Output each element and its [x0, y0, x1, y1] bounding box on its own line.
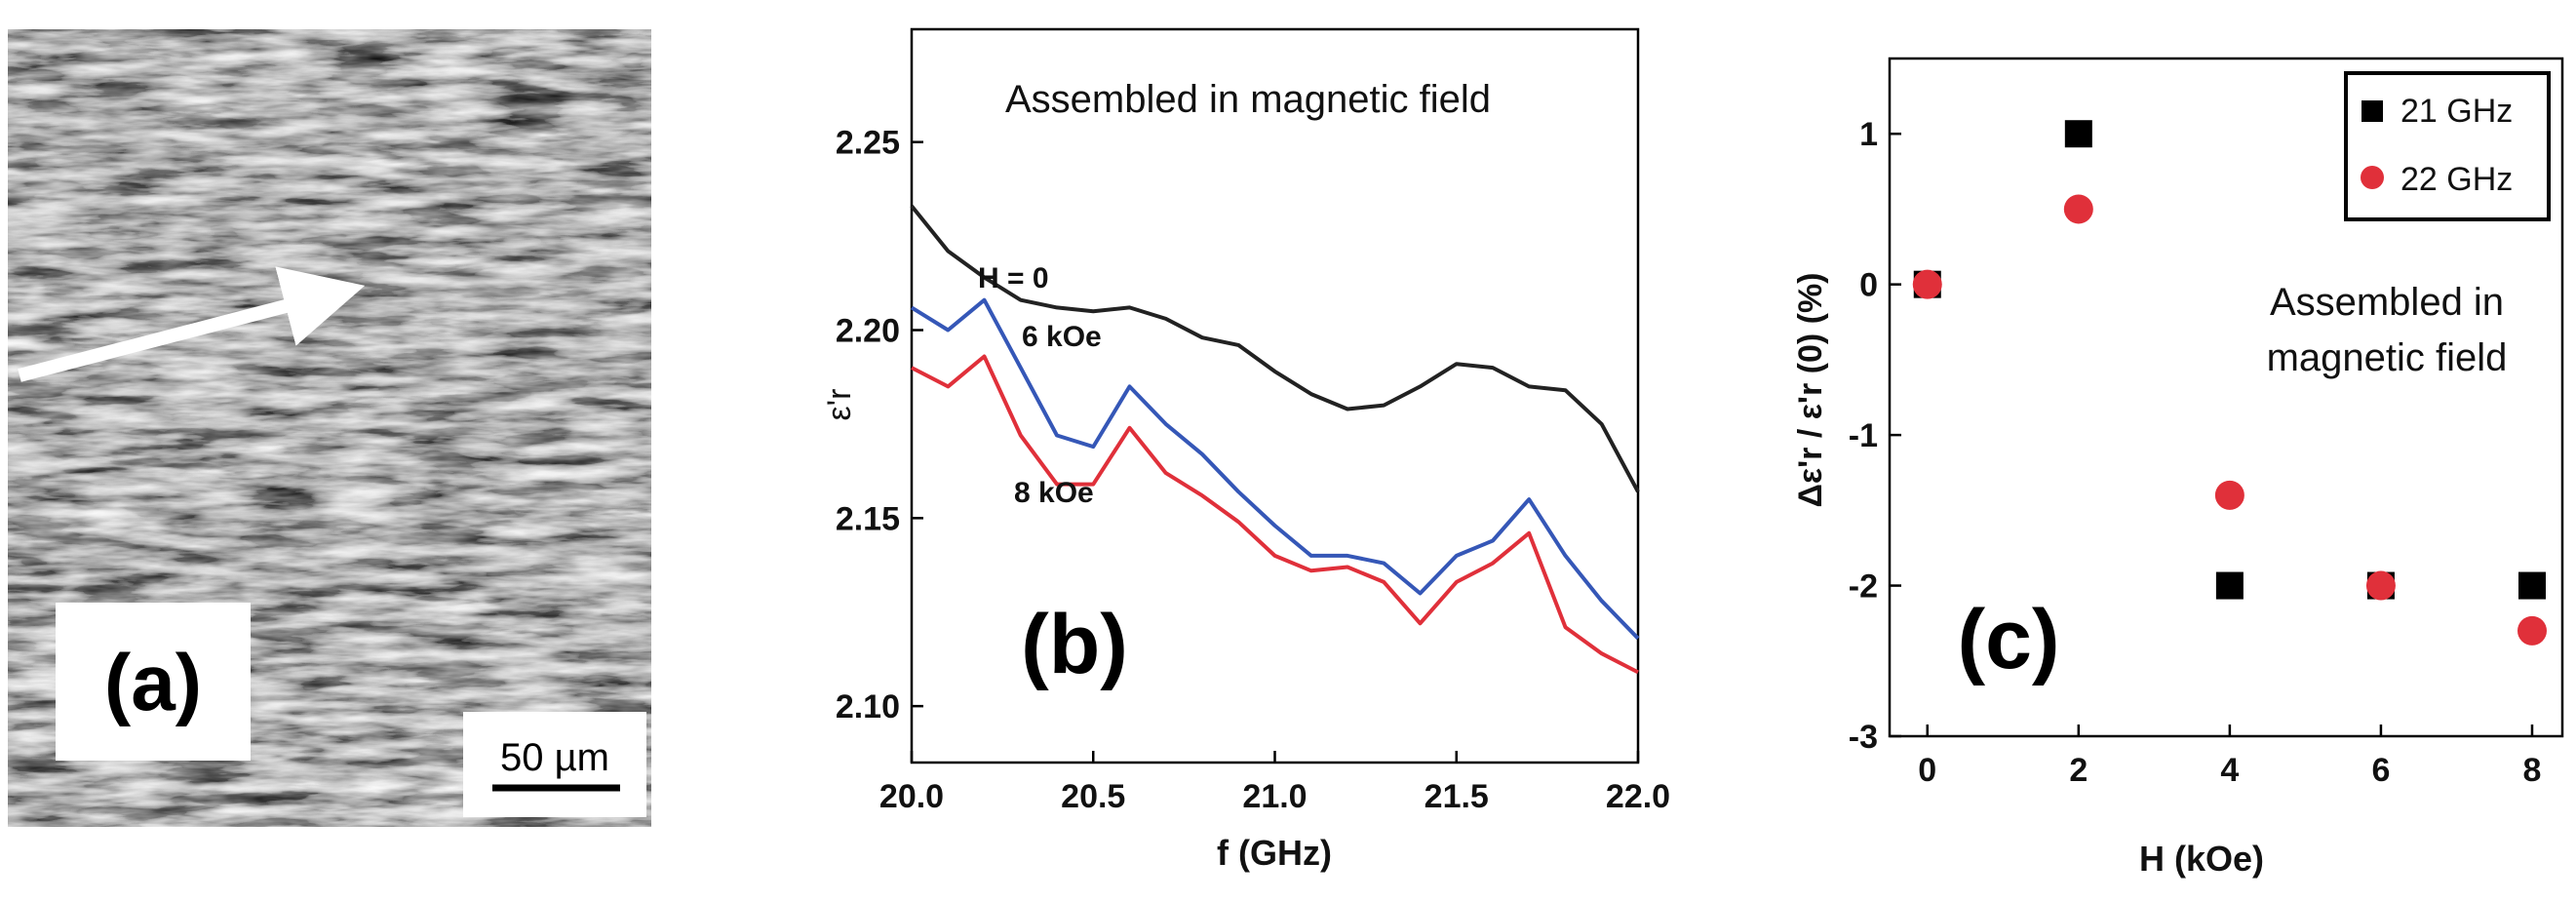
- point-21ghz: [2215, 571, 2244, 600]
- chart-b-ytick-label-2: 2.20: [836, 313, 900, 350]
- chart-c-xtick-label-2: 4: [2220, 752, 2239, 789]
- chart-c-plot-frame: [1888, 57, 2564, 738]
- scale-bar-box: [463, 712, 646, 817]
- chart-c-ytick-label-0: 1: [1859, 116, 1878, 153]
- chart-b-ylabel: ε'r: [821, 389, 858, 421]
- chart-b-annotation-6koe: 6 kOe: [1022, 321, 1102, 353]
- legend-label-21ghz: 21 GHz: [2400, 93, 2513, 130]
- chart-c-xtick-label-1: 2: [2069, 752, 2088, 789]
- panel-a-label: (a): [104, 639, 202, 727]
- chart-c-ytick-label-4: -3: [1849, 719, 1878, 756]
- chart-b-xtick-label-3: 21.5: [1425, 778, 1489, 815]
- chart-b-ticks: 20.0 20.5 21.0 21.5 22.0 2.10 2.15 2.20 2.25: [836, 125, 1670, 815]
- chart-c-annotation-line2: magnetic field: [2267, 336, 2508, 379]
- point-21ghz: [2517, 571, 2546, 600]
- chart-c-xtick-label-4: 8: [2523, 752, 2542, 789]
- panel-c: 0 2 4 6 810-1-2-3 21 GHz 22 GHz Assembled in…: [1792, 57, 2564, 879]
- chart-c-ticks: 0 2 4 6 810-1-2-3: [1849, 116, 2542, 789]
- scale-bar-label: 50 µm: [500, 736, 609, 779]
- series-line-h0: [910, 205, 1640, 493]
- series-line-8koe: [911, 354, 1639, 675]
- chart-c-xlabel: H (kOe): [2139, 839, 2264, 879]
- chart-c-ylabel: Δε'r / ε'r (0) (%): [1792, 272, 1829, 507]
- chart-b-title: Assembled in magnetic field: [1005, 78, 1491, 121]
- legend-marker-22ghz: [2361, 166, 2384, 189]
- chart-c-ytick-label-2: -1: [1849, 417, 1878, 454]
- chart-c-ytick-label-1: 0: [1859, 267, 1878, 304]
- point-22ghz: [2365, 570, 2396, 601]
- chart-b-annotation-h0: H = 0: [978, 262, 1049, 294]
- chart-b-xtick-label-4: 22.0: [1606, 778, 1670, 815]
- panel-a: (a) 50 µm: [8, 29, 651, 827]
- chart-b-ytick-label-1: 2.15: [836, 500, 900, 537]
- panel-b: 20.0 20.5 21.0 21.5 22.0 2.10 2.15 2.20 2.25 Ass…: [821, 27, 1670, 873]
- chart-b-panel-label: (b): [1021, 598, 1128, 691]
- chart-c-annotation-line1: Assembled in: [2270, 281, 2504, 324]
- chart-b-xtick-label-0: 20.0: [879, 778, 944, 815]
- point-22ghz: [2517, 615, 2547, 646]
- chart-b-ytick-label-3: 2.25: [836, 125, 900, 162]
- chart-b-xtick-label-1: 20.5: [1061, 778, 1125, 815]
- chart-c-xtick-label-0: 0: [1918, 752, 1936, 789]
- chart-b-annotation-8koe: 8 kOe: [1014, 477, 1094, 509]
- chart-b-xtick-label-2: 21.0: [1242, 778, 1307, 815]
- chart-c-series: [1912, 120, 2547, 646]
- point-22ghz: [2214, 480, 2244, 510]
- chart-b-xlabel: f (GHz): [1217, 833, 1332, 873]
- point-22ghz: [2063, 194, 2093, 224]
- chart-b-ytick-label-0: 2.10: [836, 688, 900, 725]
- chart-b-series: [910, 205, 1640, 675]
- chart-c-ytick-label-3: -2: [1849, 568, 1878, 606]
- point-21ghz: [2064, 120, 2092, 148]
- legend-label-22ghz: 22 GHz: [2400, 161, 2513, 198]
- legend-marker-21ghz: [2361, 100, 2383, 122]
- orientation-arrow: [18, 266, 366, 382]
- chart-c-legend: 21 GHz 22 GHz: [2344, 71, 2551, 221]
- series-line-6koe: [910, 297, 1640, 641]
- chart-c-panel-label: (c): [1957, 593, 2059, 686]
- point-22ghz: [1912, 269, 1942, 299]
- chart-c-xtick-label-3: 6: [2371, 752, 2390, 789]
- panel-a-label-box: [56, 603, 251, 761]
- legend-frame: [2344, 71, 2551, 221]
